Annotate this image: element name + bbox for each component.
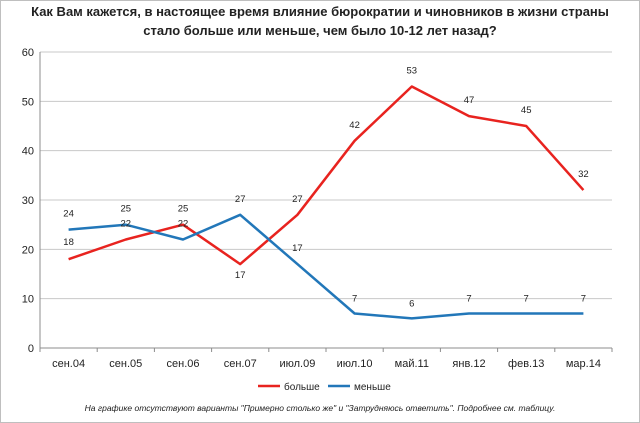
data-label: 47 [464, 95, 475, 106]
data-label: 32 [578, 169, 589, 180]
data-label: 42 [349, 120, 360, 131]
x-tick-label: мар.14 [566, 358, 601, 370]
legend-label: больше [284, 381, 320, 393]
data-label: 6 [409, 298, 414, 309]
data-label: 25 [178, 204, 189, 215]
data-label: 7 [466, 293, 471, 304]
y-tick-label: 60 [22, 47, 34, 59]
data-label: 17 [292, 243, 303, 254]
data-label: 53 [407, 66, 418, 77]
x-tick-label: июл.10 [337, 358, 373, 370]
data-label: 25 [121, 204, 132, 215]
data-label: 22 [178, 218, 189, 229]
x-tick-label: янв.12 [452, 358, 485, 370]
legend: больше меньше [258, 381, 391, 393]
y-tick-label: 0 [28, 343, 34, 355]
gridlines [40, 51, 612, 300]
y-axis-tick-labels: 0 10 20 30 40 50 60 [22, 47, 34, 355]
y-tick-label: 40 [22, 146, 34, 158]
data-label: 27 [292, 194, 303, 205]
data-labels: 18 22 25 17 27 42 53 47 45 32 24 25 22 27 17 7 6 7 7 7 [63, 66, 588, 310]
x-tick-label: сен.06 [167, 358, 200, 370]
data-label: 24 [63, 209, 74, 220]
axes [39, 52, 613, 352]
x-tick-label: июл.09 [279, 358, 315, 370]
x-tick-label: сен.04 [52, 358, 85, 370]
x-tick-label: сен.07 [224, 358, 257, 370]
chart-footnote: На графике отсутствуют варианты "Примерн… [84, 403, 556, 413]
chart-title: Как Вам кажется, в настоящее время влиян… [31, 4, 609, 38]
series-line-menshe [68, 213, 584, 320]
series-line-bolshe [68, 85, 585, 266]
x-tick-label: фев.13 [508, 358, 544, 370]
legend-label: меньше [354, 382, 391, 393]
x-axis-tick-labels: сен.04 сен.05 сен.06 сен.07 июл.09 июл.10 май.… [52, 358, 601, 370]
data-label: 45 [521, 105, 532, 116]
data-label: 7 [581, 293, 586, 304]
x-tick-label: май.11 [395, 358, 429, 370]
y-tick-label: 20 [22, 244, 34, 256]
data-label: 17 [235, 270, 246, 281]
data-label: 27 [235, 194, 246, 205]
y-tick-label: 30 [22, 195, 34, 207]
data-label: 22 [121, 218, 132, 229]
data-label: 7 [352, 293, 357, 304]
data-label: 7 [524, 293, 529, 304]
x-tick-label: сен.05 [109, 358, 142, 370]
y-tick-label: 10 [22, 294, 34, 306]
data-label: 18 [63, 237, 74, 248]
series-lines [68, 85, 585, 320]
y-tick-label: 50 [22, 96, 34, 108]
